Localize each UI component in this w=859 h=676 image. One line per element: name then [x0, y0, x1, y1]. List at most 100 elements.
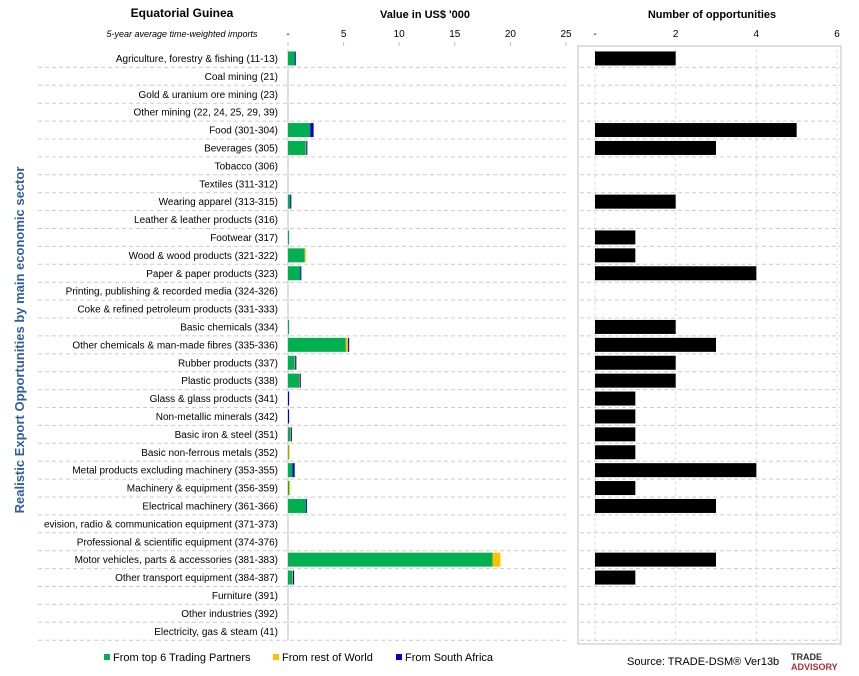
value-bar-segment-2: [299, 373, 301, 388]
table-row: Gold & uranium ore mining (23): [38, 90, 840, 104]
opportunity-bar: [595, 481, 636, 496]
category-label: Textiles (311-312): [199, 179, 278, 190]
table-row: Basic chemicals (334): [38, 319, 840, 337]
opportunity-bar: [595, 319, 676, 334]
opportunity-bar: [595, 266, 757, 281]
chart-subtitle: 5-year average time-weighted imports: [106, 29, 258, 39]
table-row: evision, radio & communication equipment…: [38, 519, 840, 534]
opportunity-bar: [595, 427, 636, 442]
legend-entry: From rest of World: [273, 652, 373, 664]
value-bar-segment-1: [288, 194, 291, 209]
value-bar-segment-1: [288, 319, 290, 334]
category-label: Printing, publishing & recorded media (3…: [66, 287, 278, 298]
opportunity-bar: [595, 248, 636, 263]
category-label: Non-metallic minerals (342): [156, 412, 278, 423]
value-bar-segment-3: [294, 51, 296, 66]
count-tick-label: 6: [834, 29, 840, 40]
table-row: Non-metallic minerals (342): [38, 409, 840, 426]
category-label: Beverages (305): [204, 143, 278, 154]
value-tick-label: 10: [394, 29, 406, 40]
table-row: Electrical machinery (361-366): [38, 498, 840, 516]
logo-text-bottom: ADVISORY: [791, 662, 838, 672]
category-label: Basic chemicals (334): [180, 322, 278, 333]
opportunity-bar: [595, 409, 636, 424]
table-row: Professional & scientific equipment (374…: [38, 537, 840, 552]
table-row: Beverages (305): [38, 140, 840, 158]
y-axis-label: Realistic Export Opportunities by main e…: [12, 167, 27, 514]
opportunity-bar: [595, 570, 636, 585]
category-label: Agriculture, forestry & fishing (11-13): [116, 54, 278, 65]
legend-entry: From South Africa: [396, 652, 494, 664]
category-label: Other transport equipment (384-387): [115, 573, 278, 584]
opportunity-bar: [595, 445, 636, 460]
value-bar-segment-1: [288, 248, 305, 263]
value-bar-segment-2: [292, 570, 294, 585]
value-bar-segment-1: [288, 498, 306, 513]
category-label: Electrical machinery (361-366): [142, 501, 278, 512]
table-row: Agriculture, forestry & fishing (11-13): [38, 51, 840, 68]
category-label: Machinery & equipment (356-359): [127, 484, 278, 495]
table-row: Motor vehicles, parts & accessories (381…: [38, 552, 840, 570]
category-label: Other chemicals & man-made fibres (335-3…: [72, 340, 278, 351]
count-tick-label: 4: [754, 29, 760, 40]
table-row: Textiles (311-312): [38, 179, 840, 194]
value-bar-segment-1: [288, 355, 295, 370]
legend-label: From top 6 Trading Partners: [113, 652, 251, 664]
value-bar-segment-2: [289, 481, 291, 496]
value-bar-segment-3: [348, 337, 350, 352]
category-label: Basic iron & steel (351): [175, 430, 278, 441]
value-bar-segment-2: [305, 140, 307, 155]
table-row: Coke & refined petroleum products (331-3…: [38, 305, 840, 319]
value-bar-segment-3: [290, 427, 292, 442]
value-bar-segment-2: [288, 445, 290, 460]
source-note: Source: TRADE-DSM® Ver13b: [627, 656, 779, 668]
table-row: Metal products excluding machinery (353-…: [38, 463, 840, 480]
category-label: Metal products excluding machinery (353-…: [72, 466, 278, 477]
legend-swatch: [104, 654, 110, 660]
value-bar-segment-1: [288, 51, 295, 66]
logo-text-top: TRADE: [791, 652, 822, 662]
value-panel-header: Value in US$ '000: [380, 9, 470, 21]
value-bar-segment-2: [294, 355, 296, 370]
table-row: Coal mining (21): [38, 72, 840, 86]
category-label: Other industries (392): [181, 609, 278, 620]
category-label: Rubber products (337): [178, 358, 278, 369]
table-row: Basic iron & steel (351): [38, 427, 840, 444]
value-bar-segment-1: [288, 373, 300, 388]
table-row: Wood & wood products (321-322): [38, 248, 840, 265]
table-row: Furniture (391): [38, 591, 840, 605]
count-panel-frame: [577, 45, 842, 645]
category-label: Coal mining (21): [205, 72, 278, 83]
table-row: Leather & leather products (316): [38, 215, 840, 229]
category-label: Coke & refined petroleum products (331-3…: [77, 305, 278, 316]
opportunity-bar: [595, 230, 636, 245]
table-row: Food (301-304): [38, 123, 840, 140]
legend-label: From rest of World: [282, 652, 373, 664]
table-row: Machinery & equipment (356-359): [38, 481, 840, 498]
category-label: Furniture (391): [212, 591, 278, 602]
category-label: Motor vehicles, parts & accessories (381…: [75, 555, 278, 566]
legend-swatch: [396, 654, 402, 660]
opportunity-bar: [595, 373, 676, 388]
table-row: Other chemicals & man-made fibres (335-3…: [38, 337, 840, 355]
category-label: Leather & leather products (316): [134, 215, 278, 226]
legend-swatch: [273, 654, 279, 660]
category-label: Basic non-ferrous metals (352): [141, 448, 278, 459]
opportunity-bar: [595, 552, 716, 567]
value-bar-segment-3: [305, 498, 307, 513]
value-bar-segment-3: [295, 355, 297, 370]
table-row: Tobacco (306): [38, 161, 840, 176]
value-bar-segment-3: [288, 391, 290, 406]
category-label: Professional & scientific equipment (374…: [77, 537, 278, 548]
opportunity-bar: [595, 123, 797, 138]
value-bar-segment-2: [290, 427, 292, 442]
value-tick-label: 25: [560, 29, 572, 40]
count-panel-header: Number of opportunities: [648, 9, 776, 21]
value-tick-label: 15: [449, 29, 461, 40]
value-bar-segment-1: [288, 481, 290, 496]
count-tick-label: -: [593, 29, 596, 40]
category-label: Plastic products (338): [181, 376, 278, 387]
category-label: Gold & uranium ore mining (23): [138, 90, 278, 101]
table-row: Wearing apparel (313-315): [38, 194, 840, 212]
